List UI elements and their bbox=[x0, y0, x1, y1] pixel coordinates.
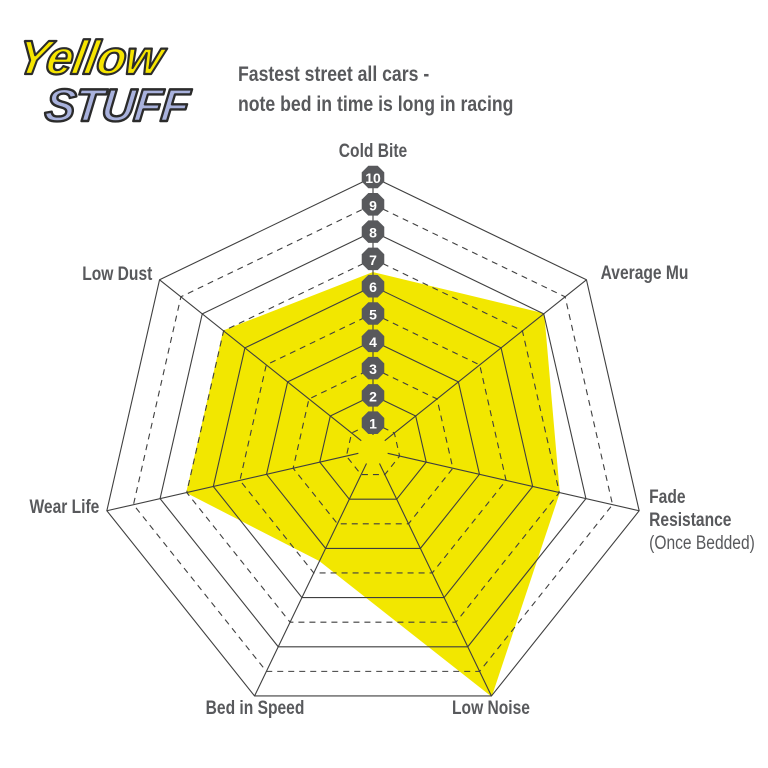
svg-text:4: 4 bbox=[369, 334, 377, 350]
svg-text:10: 10 bbox=[365, 170, 381, 186]
svg-text:5: 5 bbox=[369, 307, 377, 323]
svg-text:1: 1 bbox=[369, 416, 377, 432]
svg-text:8: 8 bbox=[369, 225, 377, 241]
svg-text:2: 2 bbox=[369, 388, 377, 404]
svg-text:3: 3 bbox=[369, 361, 377, 377]
svg-text:6: 6 bbox=[369, 279, 377, 295]
svg-text:9: 9 bbox=[369, 197, 377, 213]
svg-text:7: 7 bbox=[369, 252, 377, 268]
